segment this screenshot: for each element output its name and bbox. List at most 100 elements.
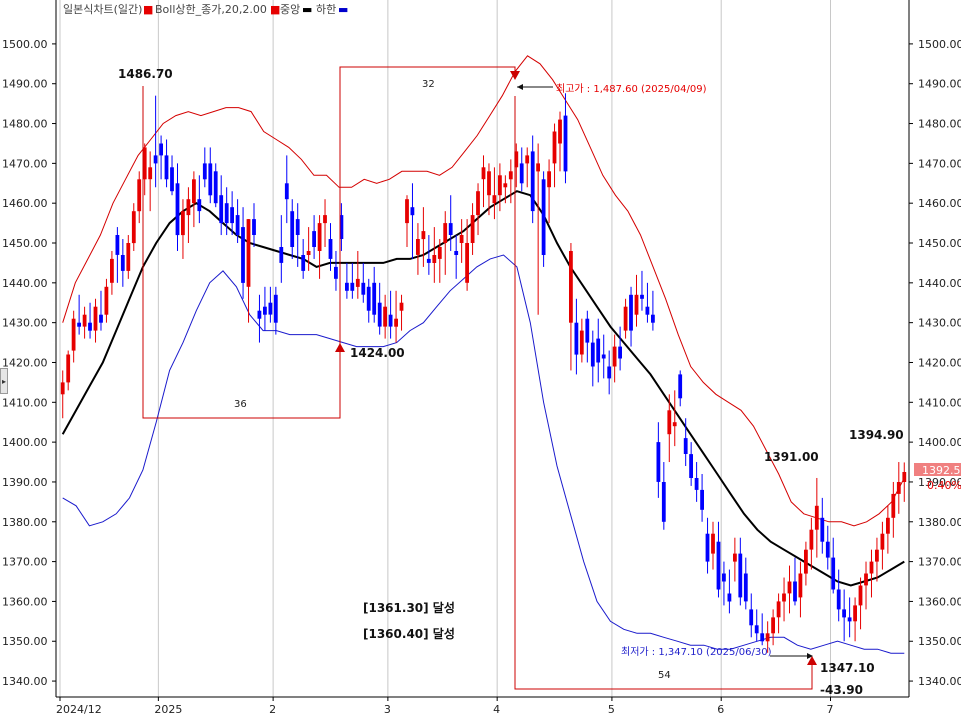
candle-up (776, 601, 781, 618)
legend-upper-marker: ■ (143, 3, 153, 16)
candle-down (312, 231, 316, 247)
target-label-2: [1360.40] 달성 (363, 627, 455, 641)
low-label-2: 1347.10 (820, 661, 875, 675)
y-tick-label-left: 1370.00 (2, 556, 48, 569)
y-tick-label-right: 1500.00 (918, 38, 961, 51)
candle-down (683, 438, 688, 454)
legend: 일본식차트(일간) ■ Boll상한_종가,20,2.00 ■ 중앙 ▬ 하한 … (63, 2, 348, 16)
candle-down (541, 179, 546, 255)
bollinger-bands (61, 55, 905, 654)
y-tick-label-left: 1350.00 (2, 635, 48, 648)
candle-up (514, 151, 519, 168)
candle-up (880, 533, 885, 550)
y-tick-label-left: 1470.00 (2, 157, 48, 170)
candle-down (345, 282, 349, 291)
candle-down (596, 338, 601, 363)
candle-down (585, 318, 590, 343)
candle-up (487, 171, 491, 196)
candle-up (481, 167, 486, 180)
y-tick-label-right: 1420.00 (918, 356, 961, 369)
candle-up (323, 215, 327, 224)
candle-down (793, 581, 797, 602)
candle-up (886, 517, 890, 534)
y-tick-label-right: 1450.00 (918, 237, 961, 250)
candle-down (754, 625, 759, 634)
candle-up (787, 581, 792, 594)
candle-down (722, 573, 726, 582)
side-panel-toggle[interactable]: ▸ (0, 368, 8, 394)
candle-down (760, 633, 765, 642)
candle-up (437, 247, 442, 259)
legend-upper-swatch: ■ (270, 3, 280, 16)
candle-down (208, 163, 213, 196)
y-tick-label-left: 1400.00 (2, 436, 48, 449)
count-label-3: 54 (658, 670, 671, 681)
candle-down (170, 167, 174, 192)
candle-up (192, 179, 196, 204)
candle-up (508, 171, 513, 180)
candle-down (530, 151, 535, 212)
candle-up (672, 422, 677, 427)
candle-up (399, 302, 404, 311)
y-tick-label-left: 1410.00 (2, 396, 48, 409)
candle-down (175, 183, 180, 236)
candle-up (492, 195, 497, 204)
candle-down (678, 374, 683, 399)
candle-down (334, 266, 338, 279)
y-tick-label-left: 1490.00 (2, 78, 48, 91)
candle-down (689, 454, 693, 478)
low-label-1: 1424.00 (350, 346, 405, 360)
candle-down (268, 302, 273, 315)
y-tick-label-left: 1360.00 (2, 595, 48, 608)
candle-down (366, 286, 371, 311)
x-tick-label: 2 (269, 703, 276, 716)
current-price-value: 1392.50 (922, 464, 961, 477)
candle-up (503, 183, 508, 188)
candle-down (284, 183, 289, 200)
candle-up (421, 231, 426, 240)
candle-down (629, 294, 633, 331)
candle-up (536, 163, 540, 172)
candle-down (153, 155, 158, 164)
y-tick-label-right: 1360.00 (918, 595, 961, 608)
candle-down (738, 553, 743, 598)
candle-up (394, 318, 398, 327)
y-tick-label-right: 1340.00 (918, 675, 961, 688)
candle-up (569, 251, 573, 323)
candle-up (782, 593, 786, 602)
candle-down (716, 541, 721, 590)
candle-down (219, 195, 224, 224)
candle-up (71, 318, 76, 351)
y-tick-label-right: 1430.00 (918, 317, 961, 330)
candle-down (377, 302, 382, 327)
candle-down (263, 306, 267, 315)
candle-up (798, 573, 803, 598)
candle-up (896, 482, 901, 494)
y-tick-label-right: 1490.00 (918, 78, 961, 91)
candle-up (82, 314, 87, 327)
min-price-note: 최저가 : 1,347.10 (2025/06/30) (621, 646, 772, 658)
candle-down (590, 342, 595, 367)
candle-down (120, 255, 125, 271)
count-label-2: 32 (422, 79, 435, 90)
candle-up (809, 529, 814, 550)
candle-up (864, 573, 868, 586)
candle-down (88, 322, 92, 331)
candle-down (328, 239, 333, 259)
candle-down (164, 155, 169, 180)
candle-up (355, 278, 360, 287)
y-tick-label-right: 1480.00 (918, 118, 961, 131)
legend-lower-marker: ▬ (338, 3, 348, 16)
candle-down (825, 541, 830, 558)
high-label-2: 1391.00 (764, 450, 819, 464)
candle-down (749, 609, 754, 626)
candle-down (651, 314, 655, 323)
candle-down (645, 306, 650, 315)
x-tick-label: 3 (384, 703, 391, 716)
candle-down (361, 282, 366, 295)
candle-up (104, 286, 109, 315)
candle-up (498, 175, 502, 196)
target-label-1: [1361.30] 달성 (363, 601, 455, 615)
candle-down (339, 215, 344, 239)
